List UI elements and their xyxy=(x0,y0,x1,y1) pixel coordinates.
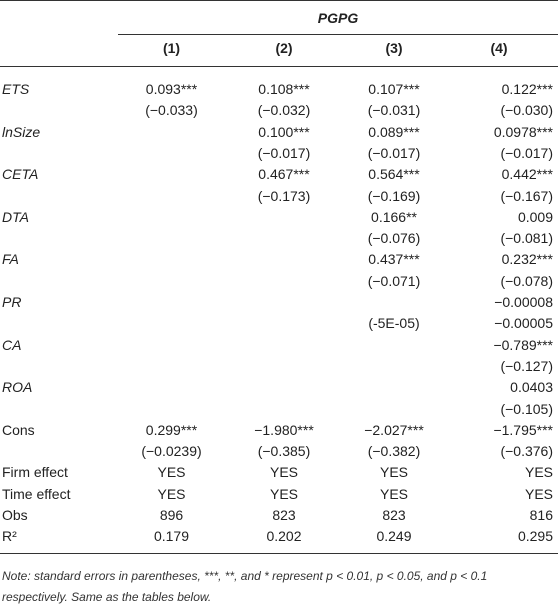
top-rule xyxy=(0,0,558,1)
group-rule xyxy=(118,34,558,35)
row-label: DTA xyxy=(2,208,29,225)
row-label: ETS xyxy=(2,81,30,97)
table-cell: 0.0403 xyxy=(510,379,553,396)
table-cell: 0.299*** xyxy=(145,421,198,438)
table-cell: 0.232*** xyxy=(501,251,553,268)
table-cell: 0.166** xyxy=(371,208,417,225)
table-cell: 0.467*** xyxy=(258,166,310,183)
table-cell: (−0.017) xyxy=(257,144,311,161)
table-cell: YES xyxy=(379,464,408,481)
group-header: PGPG xyxy=(317,10,359,26)
table-cell: 0.564*** xyxy=(368,166,420,183)
table-cell: (−0.033) xyxy=(145,102,198,119)
table-cell: (−0.081) xyxy=(500,230,553,247)
table-cell: YES xyxy=(379,485,408,502)
table-cell: (−0.385) xyxy=(257,443,311,460)
row-label: Firm effect xyxy=(2,464,68,481)
table-cell: YES xyxy=(157,485,186,502)
table-cell: 0.107*** xyxy=(368,81,420,97)
table-cell: 0.100*** xyxy=(258,123,310,140)
table-cell: −2.027*** xyxy=(364,421,424,438)
row-label: Cons xyxy=(2,421,35,438)
table-cell: 0.122*** xyxy=(501,81,553,97)
table-cell: 0.442*** xyxy=(501,166,553,183)
row-label: Time effect xyxy=(2,485,71,502)
table-cell: YES xyxy=(269,464,298,481)
table-cell: 0.089*** xyxy=(368,123,420,140)
table-cell: YES xyxy=(524,464,553,481)
table-cell: 0.202 xyxy=(266,528,302,545)
table-cell: 0.108*** xyxy=(258,81,310,97)
table-cell: 823 xyxy=(272,507,296,523)
table-cell: 0.295 xyxy=(517,528,553,545)
table-cell: 0.249 xyxy=(376,528,412,545)
table-cell: (−0.127) xyxy=(500,357,553,374)
table-cell: (−0.376) xyxy=(500,443,553,460)
table-cell: YES xyxy=(269,485,298,502)
table-cell: YES xyxy=(157,464,186,481)
table-cell: 0.0978*** xyxy=(493,123,553,140)
table-cell: −1.795*** xyxy=(493,421,553,438)
column-header: (1) xyxy=(162,40,181,56)
table-cell: −1.980*** xyxy=(254,421,314,438)
table-cell: (−0.0239) xyxy=(141,443,202,460)
table-cell: (−0.030) xyxy=(500,102,553,119)
table-cell: −0.789*** xyxy=(493,336,553,353)
table-cell: 0.009 xyxy=(517,208,553,225)
table-cell: 0.437*** xyxy=(368,251,420,268)
table-cell: −0.00008 xyxy=(494,294,553,310)
table-cell: (−0.105) xyxy=(500,400,553,417)
table-cell: 823 xyxy=(382,507,406,523)
table-cell: (−0.173) xyxy=(257,187,311,204)
row-label: ROA xyxy=(2,379,33,396)
table-cell: (−0.032) xyxy=(257,102,311,119)
row-label: FA xyxy=(2,251,19,268)
column-header: (2) xyxy=(275,40,293,56)
row-label: Obs xyxy=(2,507,28,523)
table-cell: (−0.169) xyxy=(367,187,421,204)
table-cell: (−0.017) xyxy=(500,144,553,161)
row-label: CA xyxy=(2,336,22,353)
column-header: (4) xyxy=(490,40,508,56)
table-cell: 0.093*** xyxy=(145,81,198,97)
bottom-rule xyxy=(0,553,558,554)
table-cell: (−0.076) xyxy=(367,230,421,247)
table-note: Note: standard errors in parentheses, **… xyxy=(2,569,488,604)
table-cell: (−0.078) xyxy=(500,272,553,289)
table-cell: YES xyxy=(524,485,553,502)
row-label: lnSize xyxy=(2,123,41,140)
table-cell: (−0.031) xyxy=(367,102,421,119)
table-cell: (−0.167) xyxy=(500,187,553,204)
row-label: R² xyxy=(2,528,17,545)
table-cell: 816 xyxy=(529,507,553,523)
row-label: PR xyxy=(2,294,22,310)
row-label: CETA xyxy=(2,166,39,183)
header-rule xyxy=(0,66,558,67)
table-cell: (−0.382) xyxy=(367,443,421,460)
table-cell: 896 xyxy=(159,507,184,523)
table-cell: 0.179 xyxy=(153,528,190,545)
table-cell: (-5E-05) xyxy=(368,315,420,332)
table-cell: −0.00005 xyxy=(494,315,553,332)
table-cell: (−0.017) xyxy=(367,144,421,161)
column-header: (3) xyxy=(385,40,403,56)
table-cell: (−0.071) xyxy=(367,272,421,289)
